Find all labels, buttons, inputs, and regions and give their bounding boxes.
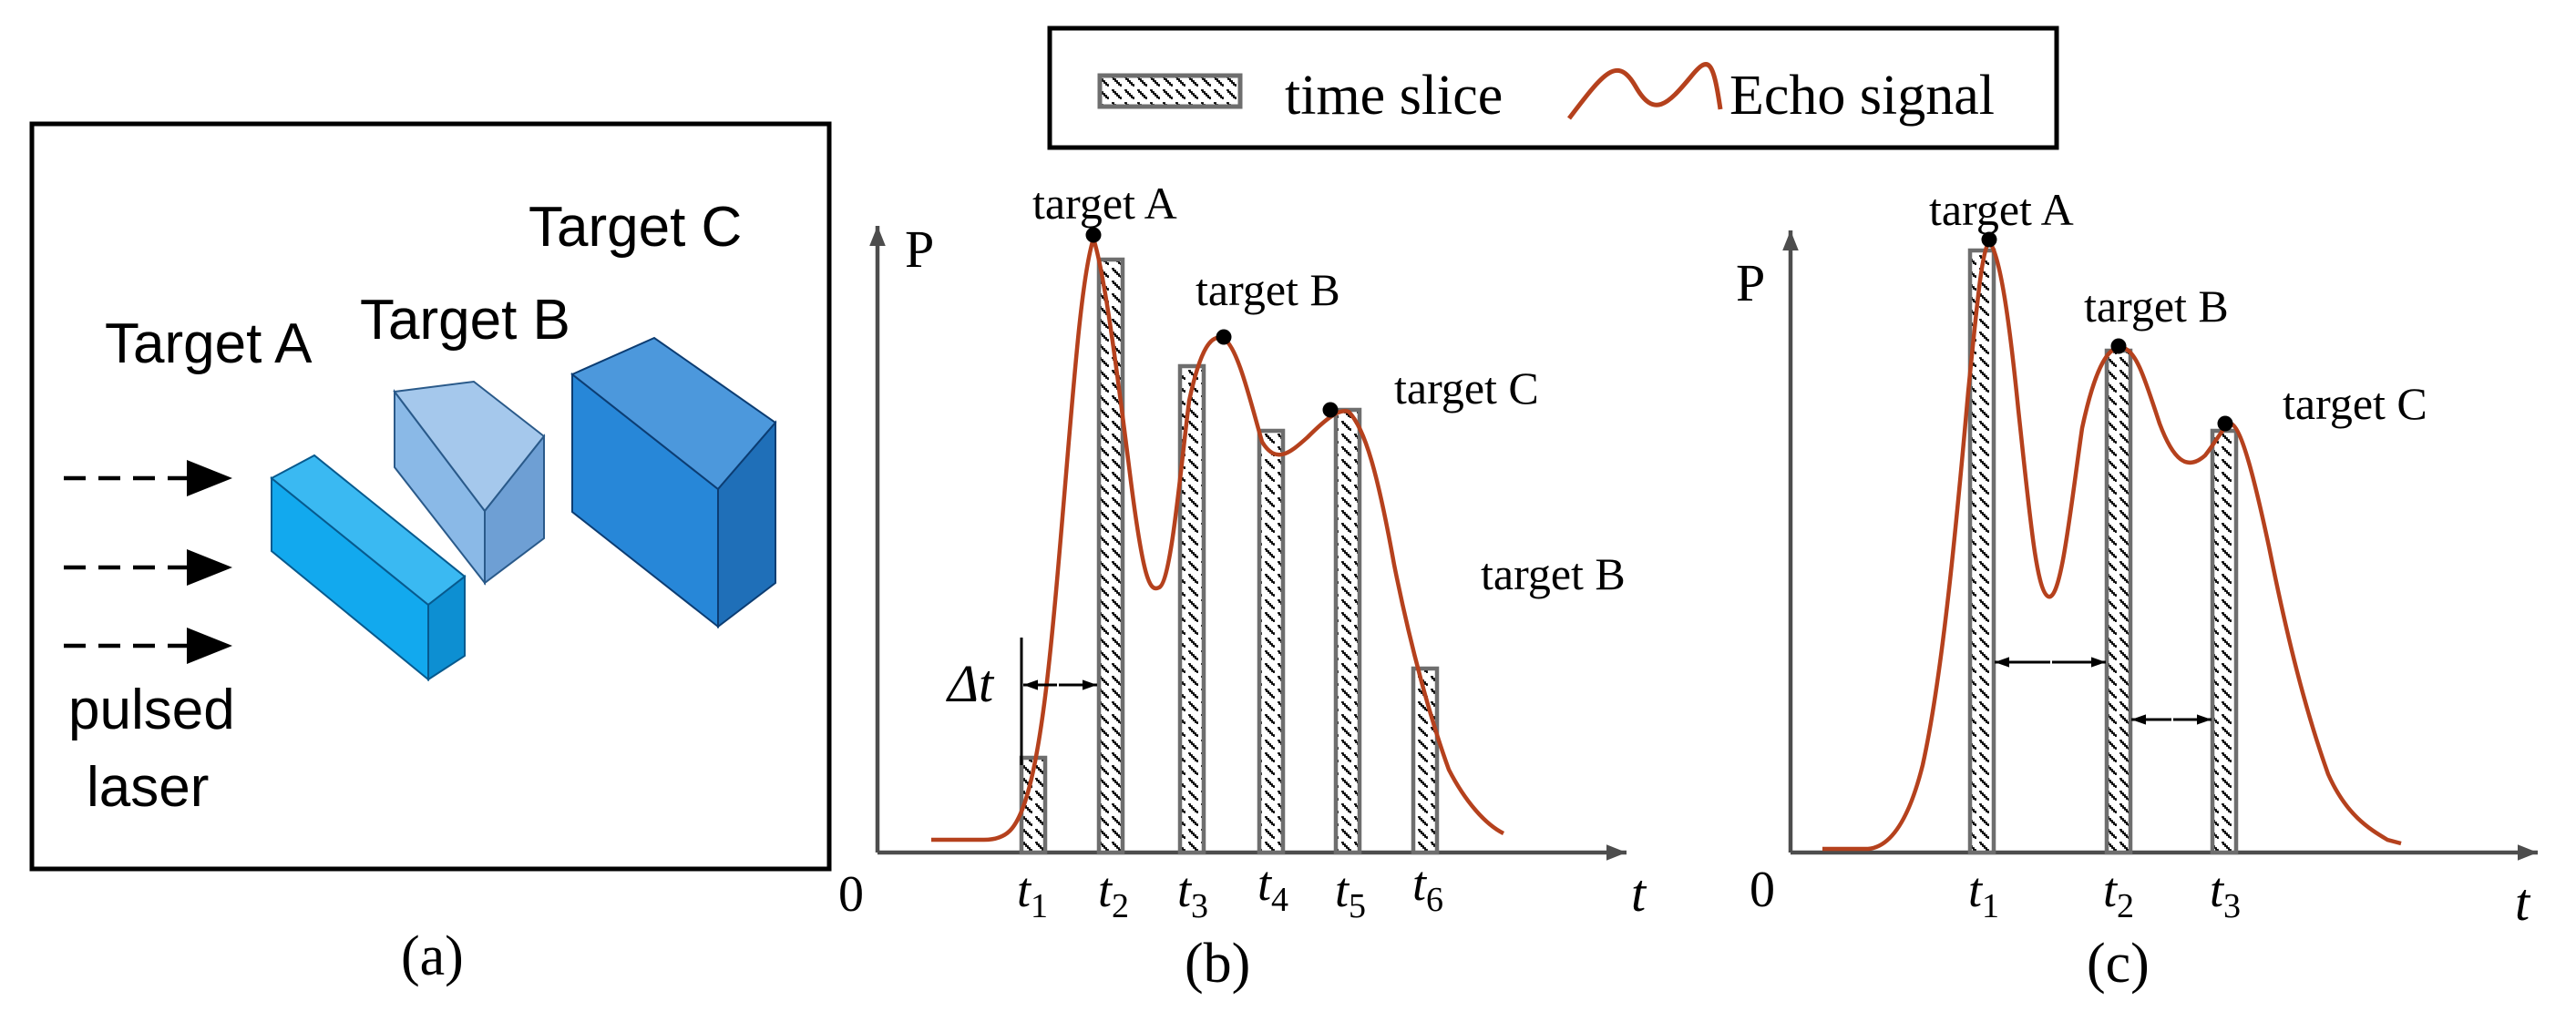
panel-c-peak-b-dot	[2110, 338, 2127, 354]
panel-c-slice-1	[1967, 248, 1996, 855]
panel-c-y-label: P	[1736, 253, 1765, 312]
panel-b-echo-signal	[931, 231, 1505, 842]
legend-echo-swatch	[1567, 62, 1723, 120]
panel-c-echo-signal	[1822, 238, 2402, 852]
panel-b-tick-t4: t4	[1257, 856, 1288, 919]
panel-b-tick-t3: t3	[1177, 863, 1208, 925]
legend-echo-label: Echo signal	[1729, 65, 1995, 127]
panel-c-peak-b-label: target B	[2084, 281, 2229, 332]
laser-label-line1: pulsed	[68, 679, 235, 741]
panel-b-y-label: P	[905, 220, 934, 279]
laser-label-line2: laser	[87, 756, 209, 819]
panel-b-x-label: t	[1631, 863, 1647, 923]
caption-b: (b)	[1185, 933, 1250, 995]
target-c-box	[570, 336, 777, 629]
panel-c-tick-t2: t2	[2103, 863, 2134, 925]
panel-b-tick-t2: t2	[1098, 863, 1129, 925]
panel-c-peak-c-dot	[2217, 415, 2233, 432]
panel-b-origin: 0	[838, 866, 864, 923]
panel-c-peak-a-label: target A	[1929, 184, 2074, 235]
legend: time slice Echo signal	[1047, 26, 2059, 150]
target-c-label: Target C	[529, 196, 742, 259]
panel-b-peak-a-label: target A	[1032, 178, 1177, 229]
panel-c-slice-3	[2210, 428, 2239, 855]
panel-c-peak-a-dot	[1981, 231, 1997, 248]
panel-c-slice-2	[2104, 348, 2133, 855]
panel-c-origin: 0	[1750, 862, 1775, 918]
legend-slice-swatch	[1097, 73, 1243, 109]
panel-b-peak-b-dot	[1216, 329, 1232, 345]
legend-slice-label: time slice	[1285, 65, 1503, 127]
panel-b-peak-c-dot	[1322, 402, 1339, 418]
panel-c-tick-t3: t3	[2210, 863, 2241, 925]
panel-b-tick-t6: t6	[1412, 856, 1443, 919]
panel-c-peak-c-label: target C	[2283, 378, 2427, 429]
target-a-label: Target A	[105, 312, 313, 375]
panel-b: P t 0 target A target B target C target …	[838, 178, 1647, 925]
panel-b-side-label: target B	[1481, 548, 1626, 599]
panel-b-peak-a-dot	[1085, 227, 1102, 243]
panel-b-delta-label: Δt	[946, 654, 995, 713]
panel-c: P t 0 target A target B target C t1 t2 t…	[1736, 184, 2538, 932]
caption-a: (a)	[401, 925, 464, 987]
panel-b-peak-b-label: target B	[1196, 264, 1340, 315]
panel-b-slice-4	[1257, 428, 1286, 855]
panel-a: Target A Target B Target C pulsed laser	[29, 121, 832, 872]
target-b-box	[393, 380, 546, 586]
target-b-label: Target B	[360, 289, 570, 352]
panel-b-tick-t5: t5	[1335, 863, 1366, 925]
panel-c-tick-t1: t1	[1968, 863, 1999, 925]
panel-b-slice-5	[1333, 407, 1362, 855]
panel-b-peak-c-label: target C	[1394, 363, 1539, 414]
caption-c: (c)	[2087, 933, 2150, 995]
panel-b-tick-t1: t1	[1017, 863, 1048, 925]
target-a-box	[270, 454, 467, 682]
panel-b-slice-2	[1096, 257, 1125, 855]
panel-c-x-label: t	[2515, 873, 2531, 932]
